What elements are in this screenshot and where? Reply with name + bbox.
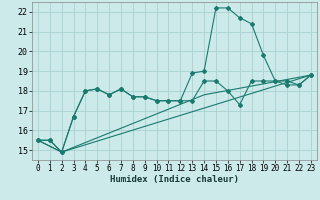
X-axis label: Humidex (Indice chaleur): Humidex (Indice chaleur) [110, 175, 239, 184]
